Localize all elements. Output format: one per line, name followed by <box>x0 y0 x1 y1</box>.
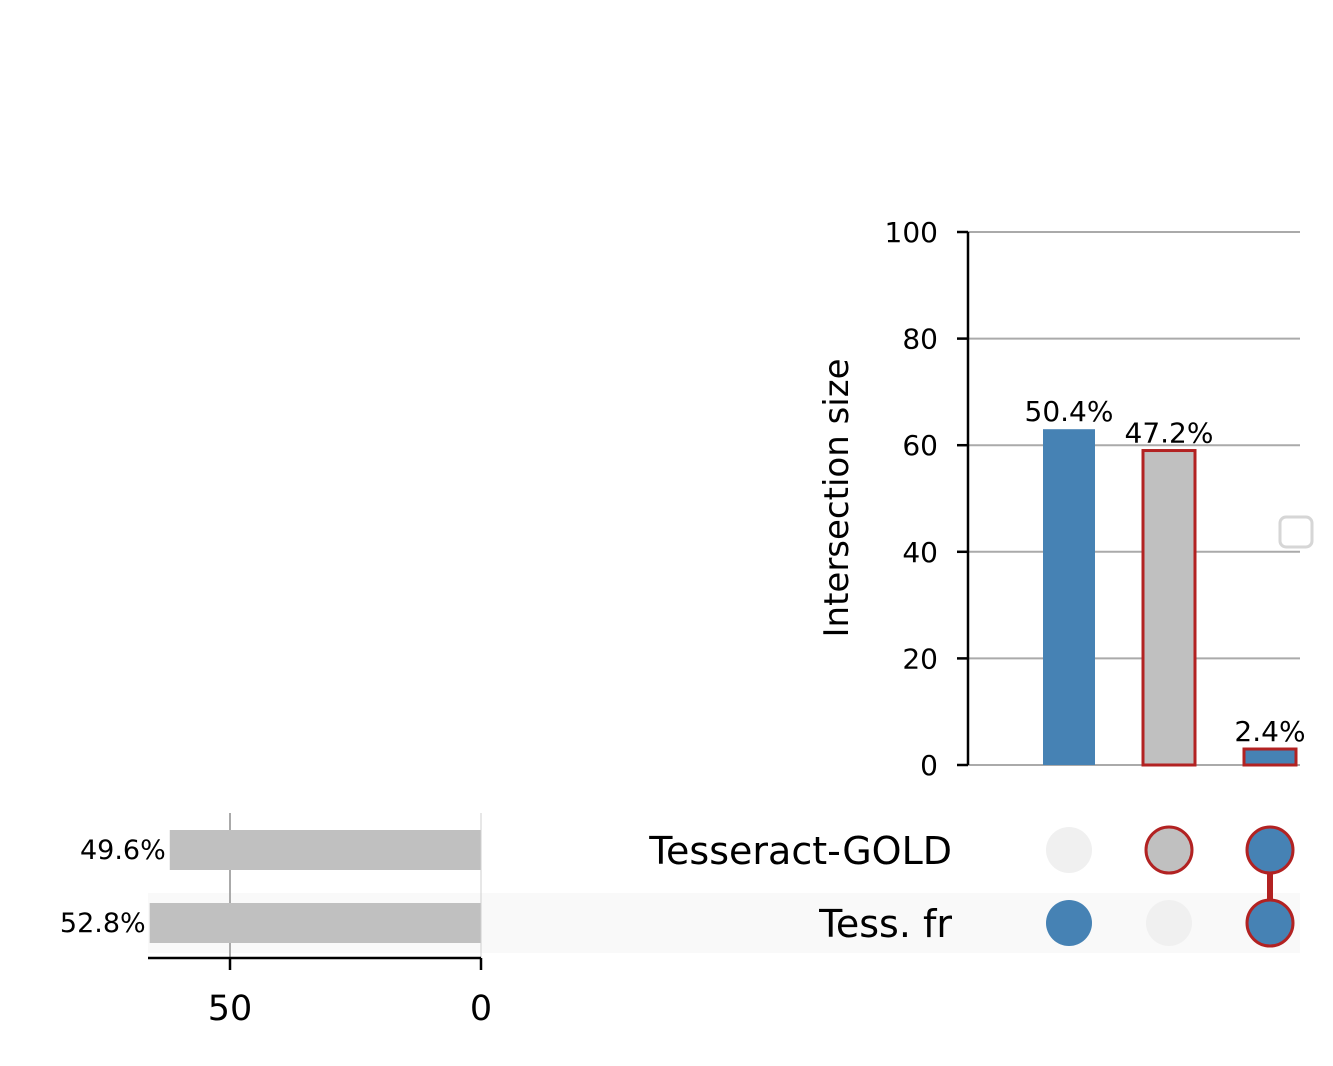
matrix-dot-active <box>1046 900 1092 946</box>
y-tick-label: 0 <box>920 749 938 782</box>
intersection-gridlines <box>968 231 1300 766</box>
matrix-dot-empty <box>1146 900 1192 946</box>
legend-box <box>1278 515 1314 549</box>
intersection-bar-label: 2.4% <box>1234 715 1305 748</box>
y-tick-label: 60 <box>902 429 938 462</box>
matrix-dot-active <box>1245 898 1295 948</box>
y-tick-label: 40 <box>902 536 938 569</box>
intersection-y-axis: 0 20 40 60 80 100 <box>885 216 970 782</box>
set-size-bar <box>169 830 481 870</box>
set-size-bars: 49.6% 52.8% <box>60 813 482 958</box>
set-name-label: Tess. fr <box>818 902 952 946</box>
set-name-label: Tesseract-GOLD <box>648 829 952 873</box>
matrix-dot-empty <box>1046 827 1092 873</box>
intersection-bar <box>1141 449 1197 767</box>
matrix-dot-active <box>1144 825 1194 875</box>
set-axis-tick-label: 50 <box>208 989 253 1029</box>
intersection-bar <box>1043 429 1095 765</box>
set-size-bar-label: 49.6% <box>80 835 166 866</box>
y-tick-label: 80 <box>902 323 938 356</box>
y-tick-label: 20 <box>902 642 938 675</box>
matrix-dot-active <box>1245 825 1295 875</box>
intersection-bar-label: 50.4% <box>1025 395 1114 428</box>
set-size-bar <box>149 903 481 943</box>
intersection-axis-title: Intersection size <box>817 359 857 638</box>
intersection-bar-label: 47.2% <box>1125 417 1214 450</box>
intersection-bar <box>1242 747 1298 767</box>
set-size-axis: 50 0 <box>148 956 492 1029</box>
set-size-bar-label: 52.8% <box>60 908 146 939</box>
set-names: Tesseract-GOLD Tess. fr <box>648 829 952 946</box>
intersection-matrix <box>1046 825 1295 948</box>
y-tick-label: 100 <box>885 216 938 249</box>
set-axis-tick-label: 0 <box>470 989 492 1029</box>
intersection-bars: 50.4% 47.2% 2.4% <box>1025 395 1306 767</box>
